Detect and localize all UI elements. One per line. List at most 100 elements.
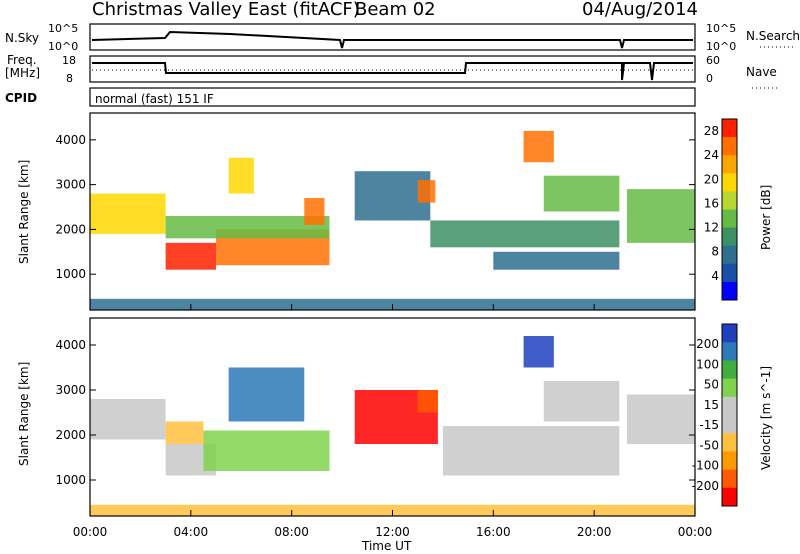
plot-title: Christmas Valley East (fitACF): [92, 0, 360, 20]
velocity-region-4: [228, 367, 305, 422]
power-region-1: [165, 242, 217, 270]
noise-right-tick-top: 10^5: [706, 22, 736, 35]
velocity-colorbar-tick-3: 15: [704, 398, 719, 412]
power-colorbar-swatch-4: [722, 191, 737, 210]
power-region-5: [304, 198, 325, 225]
freq-left-tick-top: 18: [62, 54, 76, 67]
velocity-region-6: [417, 390, 438, 413]
xtick-label-5: 20:00: [577, 525, 612, 539]
power-colorbar-tick-5: 24: [704, 148, 719, 162]
xtick-label-3: 12:00: [375, 525, 410, 539]
power-ytick-label-2: 3000: [55, 178, 86, 192]
power-ylabel: Slant Range [km]: [17, 160, 31, 264]
freq-trace: [92, 62, 693, 81]
power-region-3: [165, 215, 330, 239]
velocity-colorbar-swatch-2: [722, 360, 737, 380]
power-colorbar-swatch-8: [722, 263, 737, 283]
power-ytick-label-1: 2000: [55, 222, 86, 236]
velocity-colorbar-swatch-0: [722, 324, 737, 343]
power-region-12: [626, 189, 695, 243]
freq-panel: [89, 55, 696, 83]
velocity-colorbar-swatch-8: [722, 469, 737, 489]
power-colorbar: 4 8 12 16 20 24 28: [704, 118, 738, 301]
power-region-9: [493, 251, 620, 270]
beam-label: Beam 02: [355, 0, 436, 20]
power-panel: 1000 2000 3000 4000: [55, 112, 696, 311]
power-region-10: [523, 130, 554, 163]
velocity-colorbar-tick-0: 200: [696, 337, 719, 351]
freq-label: Freq.: [7, 53, 37, 67]
date-label: 04/Aug/2014: [582, 0, 698, 20]
velocity-ytick-label-0: 1000: [55, 473, 86, 487]
power-colorbar-tick-4: 20: [704, 172, 719, 186]
velocity-colorbar: 200 100 50 15 -15 -50 -100 -200: [692, 323, 738, 507]
velocity-region-2: [203, 430, 330, 471]
velocity-colorbar-tick-7: -200: [692, 479, 719, 493]
noise-right-tick-bottom: 10^0: [706, 40, 736, 53]
xtick-label-4: 16:00: [476, 525, 511, 539]
power-colorbar-swatch-5: [722, 209, 737, 229]
velocity-colorbar-label: Velocity [m s^-1]: [759, 366, 773, 470]
velocity-colorbar-swatch-7: [722, 451, 737, 471]
nsearch-label: N.Search: [746, 29, 800, 43]
power-region-7: [417, 180, 436, 203]
velocity-ytick-label-1: 2000: [55, 428, 86, 442]
power-colorbar-label: Power [dB]: [759, 185, 773, 250]
nsky-trace: [91, 30, 693, 49]
velocity-colorbar-tick-6: -100: [692, 459, 719, 473]
power-region-0: [90, 193, 166, 234]
velocity-panel: 1000 2000 3000 4000: [55, 317, 696, 517]
velocity-colorbar-tick-4: -15: [699, 418, 719, 432]
nsky-label: N.Sky: [5, 31, 39, 45]
xtick-label-1: 04:00: [174, 525, 209, 539]
velocity-colorbar-swatch-4: [722, 396, 737, 416]
power-colorbar-tick-6: 28: [704, 124, 719, 138]
velocity-region-8: [523, 336, 554, 368]
velocity-colorbar-tick-2: 50: [704, 378, 719, 392]
freq-right-tick-top: 60: [706, 54, 720, 67]
velocity-ytick-label-3: 4000: [55, 338, 86, 352]
cpid-panel: [89, 87, 696, 107]
power-ytick-label-3: 4000: [55, 133, 86, 147]
power-colorbar-tick-2: 12: [704, 221, 719, 235]
power-colorbar-tick-1: 8: [711, 245, 719, 259]
power-region-11: [543, 175, 620, 212]
power-region-8: [430, 220, 620, 248]
power-colorbar-swatch-1: [722, 137, 737, 156]
freq-left-tick-bottom: 8: [66, 72, 73, 85]
velocity-region-0: [90, 399, 166, 440]
noise-panel: [89, 23, 696, 51]
velocity-colorbar-swatch-6: [722, 433, 737, 452]
nave-label: Nave: [746, 65, 777, 79]
cpid-label: CPID: [5, 91, 37, 105]
power-colorbar-swatch-6: [722, 227, 737, 247]
velocity-colorbar-tick-5: -50: [699, 438, 719, 452]
velocity-ytick-label-2: 3000: [55, 383, 86, 397]
power-colorbar-swatch-0: [722, 119, 737, 138]
velocity-colorbar-frame: [721, 323, 738, 507]
velocity-colorbar-swatch-3: [722, 378, 737, 398]
velocity-region-9: [543, 381, 620, 422]
freq-unit-label: [MHz]: [5, 66, 40, 80]
power-colorbar-swatch-9: [722, 281, 737, 301]
time-axis: 00:00 04:00 08:00 12:00 16:00 20:00 00:00: [73, 525, 713, 539]
noise-left-tick-bottom: 10^0: [48, 40, 78, 53]
xtick-label-2: 08:00: [274, 525, 309, 539]
velocity-colorbar-swatch-5: [722, 415, 737, 434]
velocity-colorbar-swatch-1: [722, 342, 737, 361]
power-colorbar-tick-3: 16: [704, 196, 719, 210]
noise-left-tick-top: 10^5: [48, 22, 78, 35]
xtick-label-0: 00:00: [73, 525, 108, 539]
velocity-colorbar-tick-1: 100: [696, 357, 719, 371]
velocity-region-7: [442, 426, 620, 476]
xlabel: Time UT: [361, 539, 412, 553]
power-colorbar-swatch-2: [722, 155, 737, 174]
power-colorbar-swatch-3: [722, 173, 737, 192]
velocity-region-3: [165, 421, 204, 444]
velocity-region-10: [626, 394, 695, 444]
power-region-4: [228, 157, 254, 194]
power-colorbar-swatch-7: [722, 245, 737, 265]
xtick-label-6: 00:00: [678, 525, 713, 539]
freq-right-tick-bottom: 0: [706, 72, 713, 85]
